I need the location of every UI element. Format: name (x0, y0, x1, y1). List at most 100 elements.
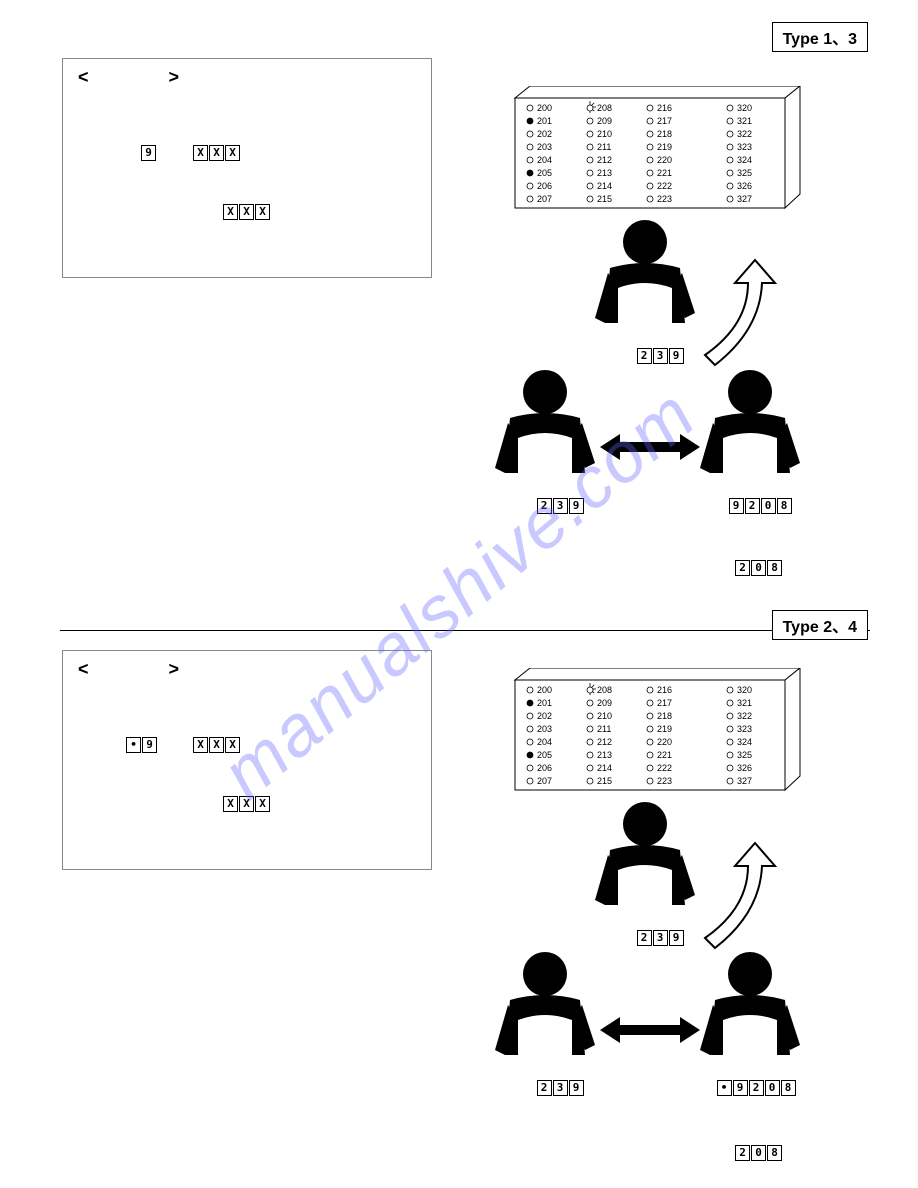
svg-text:220: 220 (657, 155, 672, 165)
svg-text:203: 203 (537, 142, 552, 152)
svg-text:204: 204 (537, 737, 552, 747)
svg-text:324: 324 (737, 155, 752, 165)
svg-text:201: 201 (537, 698, 552, 708)
svg-text:206: 206 (537, 763, 552, 773)
section-divider (60, 630, 870, 631)
svg-text:326: 326 (737, 763, 752, 773)
type-label-2: Type 2、4 (772, 610, 868, 640)
bracket-left: < (78, 67, 169, 87)
angle-brackets-2: <> (78, 659, 259, 680)
svg-text:214: 214 (597, 181, 612, 191)
display1-row1-right: XXX (193, 145, 240, 161)
digit-box: 3 (553, 1080, 568, 1096)
svg-text:320: 320 (737, 103, 752, 113)
svg-text:321: 321 (737, 116, 752, 126)
digit-box: 9 (729, 498, 744, 514)
digit-box: X (193, 145, 208, 161)
svg-text:214: 214 (597, 763, 612, 773)
digit-box: 8 (781, 1080, 796, 1096)
person-left-1: 239 (490, 368, 600, 514)
digit-box: 2 (537, 498, 552, 514)
svg-text:222: 222 (657, 181, 672, 191)
digit-box: 9 (569, 1080, 584, 1096)
svg-text:211: 211 (597, 142, 611, 152)
svg-text:324: 324 (737, 737, 752, 747)
digit-box: X (239, 204, 254, 220)
display-box-1: <> 9 XXX XXX (62, 58, 432, 278)
svg-text:200: 200 (537, 685, 552, 695)
svg-text:221: 221 (657, 750, 672, 760)
digit-box: X (255, 796, 270, 812)
digit-box: • (126, 737, 141, 753)
person-right-1: 9208 (695, 368, 805, 514)
svg-text:325: 325 (737, 750, 752, 760)
digit-box: 3 (553, 498, 568, 514)
digit-box: 8 (777, 498, 792, 514)
digit-box: X (223, 204, 238, 220)
lamp-panel-1: 2002012022032042052062072082092102112122… (510, 86, 810, 216)
arrow-outline-1 (700, 255, 780, 380)
digit-box: X (209, 737, 224, 753)
digit-box: 2 (735, 1145, 750, 1161)
person-left-2-digits: 239 (520, 1080, 600, 1096)
person-right-2: •9208 (695, 950, 805, 1096)
bottom-right-2-digits: 208 (735, 1145, 782, 1161)
digit-box: 0 (751, 1145, 766, 1161)
digit-box: 9 (669, 930, 684, 946)
svg-text:207: 207 (537, 194, 552, 204)
svg-text:223: 223 (657, 776, 672, 786)
digit-box: 9 (733, 1080, 748, 1096)
person-left-2: 239 (490, 950, 600, 1096)
svg-text:213: 213 (597, 168, 612, 178)
svg-text:326: 326 (737, 181, 752, 191)
type-label-1: Type 1、3 (772, 22, 868, 52)
svg-text:216: 216 (657, 103, 672, 113)
svg-text:327: 327 (737, 776, 752, 786)
svg-text:201: 201 (537, 116, 552, 126)
svg-text:212: 212 (597, 155, 612, 165)
svg-text:205: 205 (537, 750, 552, 760)
digit-box: 9 (669, 348, 684, 364)
digit-box: X (209, 145, 224, 161)
digit-box: 2 (537, 1080, 552, 1096)
digit-box: 2 (637, 348, 652, 364)
svg-text:215: 215 (597, 776, 612, 786)
svg-text:202: 202 (537, 129, 552, 139)
lamp-panel-2: 2002012022032042052062072082092102112122… (510, 668, 810, 798)
digit-box: • (717, 1080, 732, 1096)
svg-text:218: 218 (657, 711, 672, 721)
digit-box: 8 (767, 1145, 782, 1161)
svg-text:210: 210 (597, 711, 612, 721)
digit-box: 3 (653, 348, 668, 364)
arrow-double-1 (600, 432, 700, 467)
display1-row2-right: XXX (223, 204, 270, 220)
person-top-2: 239 (590, 800, 700, 946)
svg-text:219: 219 (657, 142, 672, 152)
svg-text:220: 220 (657, 737, 672, 747)
svg-text:223: 223 (657, 194, 672, 204)
bracket-left-2: < (78, 659, 169, 679)
svg-text:322: 322 (737, 711, 752, 721)
display2-row2-right: XXX (223, 796, 270, 812)
person-left-1-digits: 239 (520, 498, 600, 514)
svg-text:221: 221 (657, 168, 672, 178)
svg-text:200: 200 (537, 103, 552, 113)
svg-text:213: 213 (597, 750, 612, 760)
digit-box: X (225, 737, 240, 753)
digit-box: X (225, 145, 240, 161)
display2-row1-left: •9 (126, 737, 157, 753)
svg-text:321: 321 (737, 698, 752, 708)
digit-box: X (193, 737, 208, 753)
digit-box: 9 (141, 145, 156, 161)
digit-box: 0 (761, 498, 776, 514)
svg-text:203: 203 (537, 724, 552, 734)
digit-box: X (223, 796, 238, 812)
digit-box: 2 (735, 560, 750, 576)
digit-box: 2 (745, 498, 760, 514)
display2-row1-right: XXX (193, 737, 240, 753)
svg-text:320: 320 (737, 685, 752, 695)
svg-text:219: 219 (657, 724, 672, 734)
person-top-1: 239 (590, 218, 700, 364)
digit-box: 9 (569, 498, 584, 514)
digit-box: 2 (749, 1080, 764, 1096)
